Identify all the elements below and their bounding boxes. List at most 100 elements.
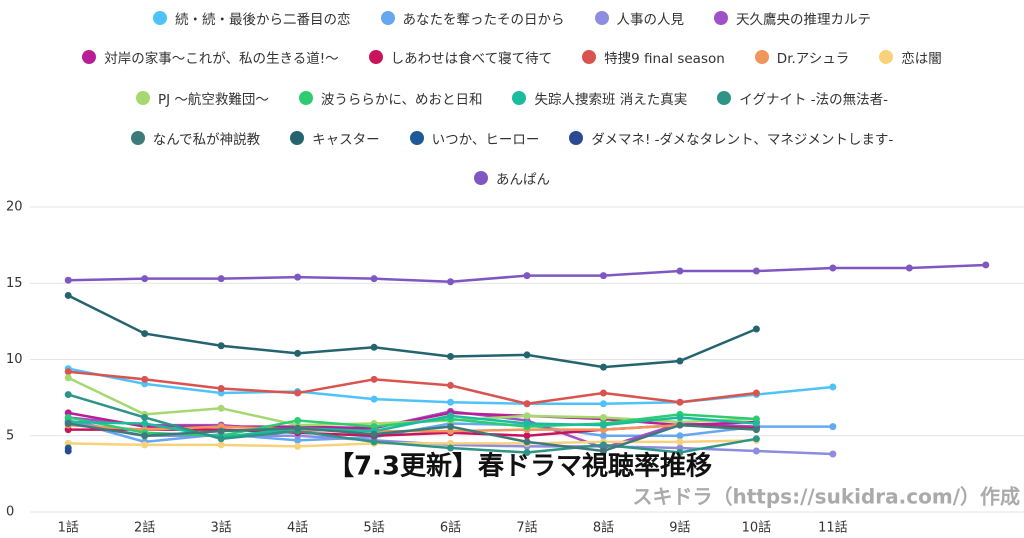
legend-item[interactable]: 恋は闇 (879, 47, 942, 67)
legend-swatch (290, 131, 305, 145)
legend-item[interactable]: あんぱん (474, 168, 550, 188)
x-tick-label: 4話 (287, 520, 308, 536)
data-point (447, 352, 455, 360)
data-point (523, 351, 531, 359)
series-line (67, 393, 757, 454)
legend-label: Dr.アシュラ (776, 51, 850, 67)
data-point (752, 420, 760, 428)
data-point (752, 426, 760, 434)
x-tick-label: 7話 (516, 520, 537, 536)
legend-item[interactable]: 続・続・最後から二番目の恋 (153, 8, 351, 28)
legend-swatch (582, 50, 597, 64)
data-point (217, 435, 225, 443)
data-point (676, 413, 684, 421)
legend-item[interactable]: ダメマネ! -ダメなタレント、マネジメントします- (569, 128, 893, 148)
data-point (676, 449, 684, 457)
data-point (523, 420, 531, 428)
legend-label: イグナイト -法の無法者- (739, 92, 889, 108)
legend-label: しあわせは食べて寝て待て (390, 51, 553, 67)
legend-item[interactable]: 失踪人捜索班 消えた真実 (512, 88, 687, 108)
legend-item[interactable]: あなたを奪ったその日から (380, 8, 565, 28)
data-point (599, 272, 607, 280)
legend-item[interactable]: なんで私が神説教 (130, 128, 261, 148)
data-point (217, 384, 225, 392)
data-point (523, 432, 531, 440)
legend-item[interactable]: 人事の人見 (594, 8, 684, 28)
data-point (676, 398, 684, 406)
data-point (599, 421, 607, 429)
data-point (599, 447, 607, 455)
data-point (64, 374, 72, 382)
data-point (294, 417, 302, 424)
data-point (829, 450, 837, 458)
data-point (829, 264, 837, 272)
legend-item[interactable]: 特捜9 final season (582, 47, 725, 67)
legend-label: あんぱん (496, 172, 550, 188)
data-point (64, 447, 72, 455)
legend-label: 特捜9 final season (604, 51, 725, 67)
legend-item[interactable]: 対岸の家事～これが、私の生きる道!～ (82, 47, 339, 67)
data-point (599, 363, 607, 371)
data-point (752, 447, 760, 455)
data-point (141, 375, 149, 383)
legend-row: なんで私が神説教 キャスター いつか、ヒーロー ダメマネ! -ダメなタレント、マネジメ… (0, 128, 1024, 148)
data-point (294, 424, 302, 432)
legend-swatch (512, 91, 527, 105)
legend-item[interactable]: いつか、ヒーロー (409, 128, 540, 148)
data-point (294, 389, 302, 397)
data-point (676, 432, 684, 440)
data-point (752, 389, 760, 397)
data-point (141, 420, 149, 428)
data-point (294, 349, 302, 357)
data-point (370, 375, 378, 383)
legend-swatch (368, 50, 383, 64)
legend-label: PJ ～航空救難団～ (157, 92, 269, 108)
legend-swatch (569, 131, 584, 145)
data-point (217, 441, 225, 449)
legend-swatch (135, 91, 150, 105)
data-point (447, 423, 455, 431)
x-tick-label: 2話 (134, 520, 155, 536)
data-point (447, 412, 455, 420)
legend-label: なんで私が神説教 (152, 132, 261, 148)
data-point (676, 421, 684, 429)
legend-item[interactable]: Dr.アシュラ (754, 47, 850, 67)
data-point (370, 275, 378, 283)
legend-label: 対岸の家事～これが、私の生きる道!～ (104, 51, 339, 67)
data-point (217, 427, 225, 435)
data-point (905, 264, 913, 272)
legend-row: PJ ～航空救難団～ 波うららかに、めおと日和 失踪人捜索班 消えた真実 イグナイト … (0, 88, 1024, 108)
data-point (523, 400, 531, 408)
legend-item[interactable]: PJ ～航空救難団～ (135, 88, 269, 108)
data-point (64, 368, 72, 376)
series-line (68, 370, 757, 405)
legend-row: 続・続・最後から二番目の恋 あなたを奪ったその日から 人事の人見 天久鷹央の推理カルテ (0, 8, 1024, 28)
y-tick-label: 5 (6, 428, 14, 443)
legend-label: 続・続・最後から二番目の恋 (175, 12, 351, 28)
legend-item[interactable]: 波うららかに、めおと日和 (298, 88, 483, 108)
y-tick-label: 0 (6, 505, 14, 520)
legend-item[interactable]: イグナイト -法の無法者- (717, 88, 888, 108)
legend-label: いつか、ヒーロー (431, 132, 540, 148)
series-line (68, 439, 757, 448)
legend-item[interactable]: しあわせは食べて寝て待て (368, 47, 553, 67)
data-point (294, 273, 302, 281)
legend-label: 波うららかに、めおと日和 (320, 92, 483, 108)
data-point (141, 432, 149, 440)
series-line (68, 414, 757, 439)
data-point (370, 430, 378, 438)
legend-row: あんぱん (0, 168, 1024, 188)
data-point (447, 381, 455, 389)
legend-swatch (714, 11, 728, 25)
legend-swatch (717, 91, 732, 105)
legend-swatch (82, 50, 97, 64)
legend-item[interactable]: キャスター (290, 128, 380, 148)
legend-item[interactable]: 天久鷹央の推理カルテ (714, 8, 871, 28)
data-point (599, 432, 607, 440)
data-point (217, 275, 225, 283)
data-point (829, 383, 837, 391)
legend-swatch (380, 11, 395, 25)
data-point (370, 343, 378, 351)
